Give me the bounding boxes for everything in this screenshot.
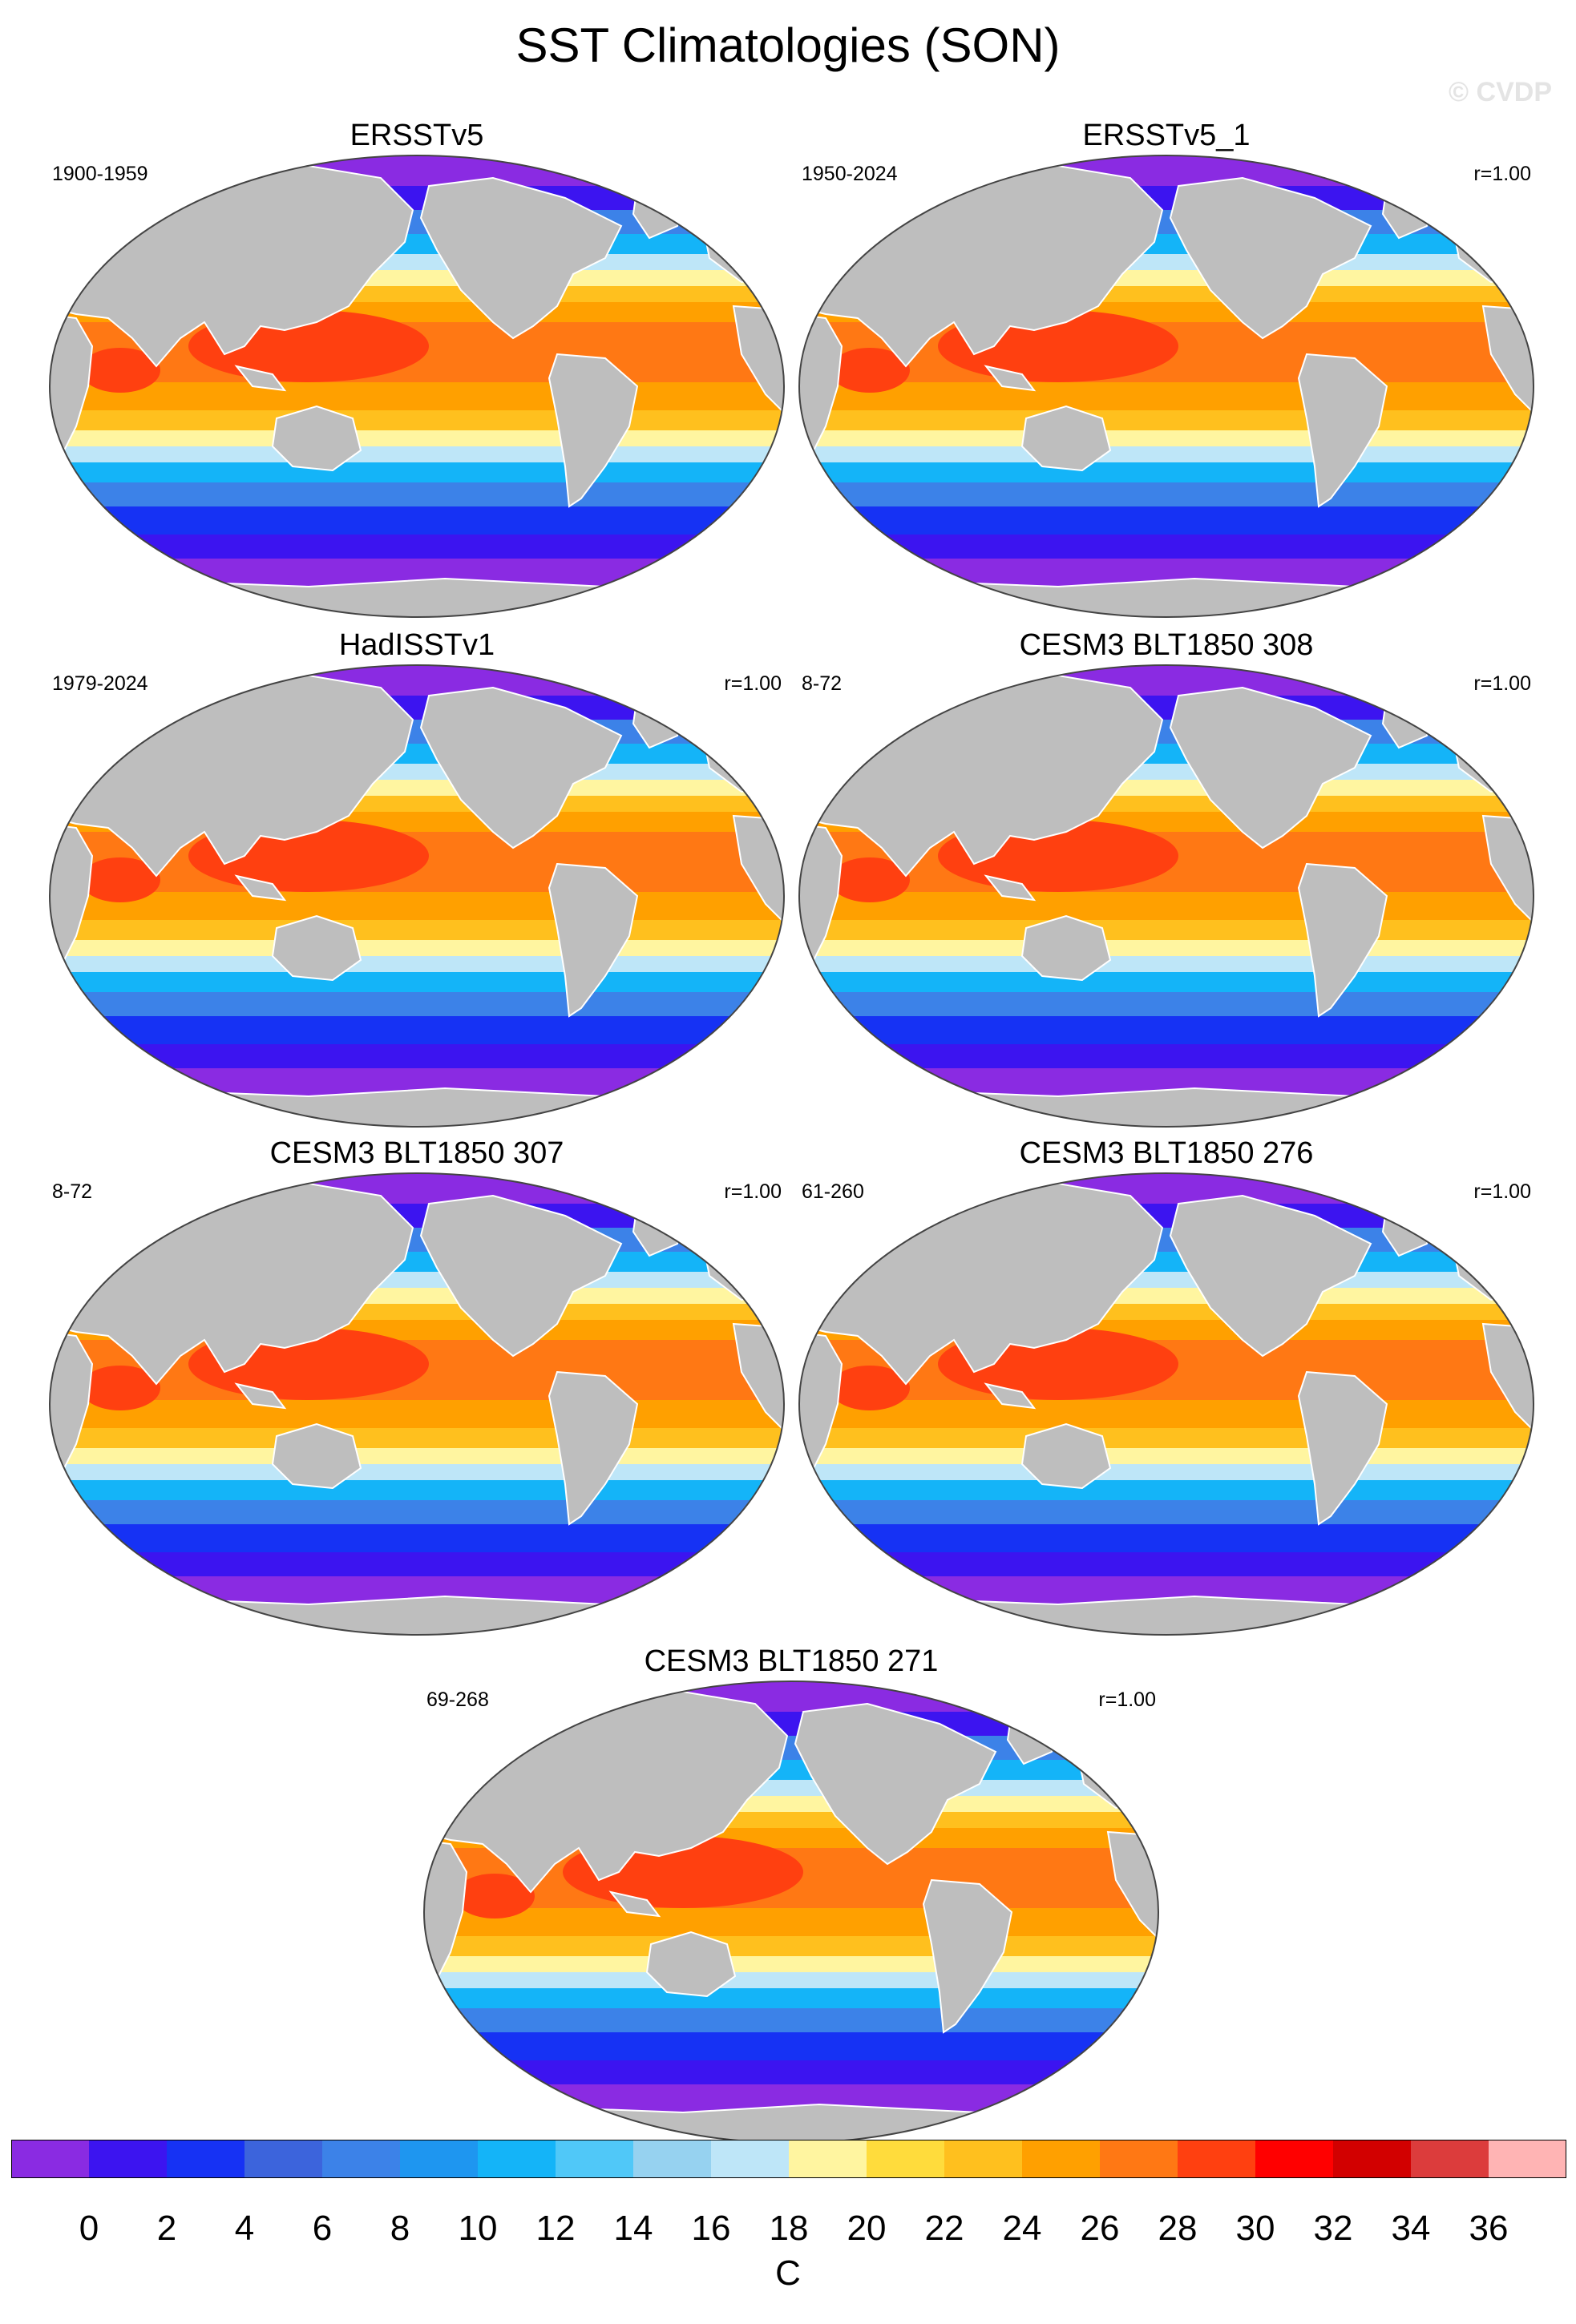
colorbar-swatch: [711, 2140, 789, 2178]
colorbar-tick-label: 28: [1146, 2209, 1210, 2249]
panel-title: ERSSTv5: [44, 119, 790, 153]
colorbar-swatch: [1489, 2140, 1566, 2178]
colorbar-swatch: [1022, 2140, 1100, 2178]
colorbar: [11, 2140, 1566, 2180]
colorbar-swatch: [11, 2140, 89, 2178]
colorbar-tick-label: 14: [601, 2209, 665, 2249]
map-panel-hadisstv1: HadISSTv1 1979-2024 r=1.00: [44, 628, 790, 1109]
colorbar-tick-label: 10: [446, 2209, 510, 2249]
colorbar-swatch: [400, 2140, 478, 2178]
sst-map: [44, 1172, 790, 1636]
colorbar-unit: C: [756, 2253, 820, 2294]
colorbar-swatch: [1178, 2140, 1255, 2178]
colorbar-tick-label: 18: [757, 2209, 821, 2249]
colorbar-swatch: [1411, 2140, 1489, 2178]
sst-map: [794, 154, 1539, 619]
colorbar-tick-label: 30: [1223, 2209, 1287, 2249]
colorbar-swatch: [1333, 2140, 1411, 2178]
colorbar-tick-label: 12: [523, 2209, 588, 2249]
colorbar-tick-label: 0: [57, 2209, 121, 2249]
map-panel-cesm3-276: CESM3 BLT1850 276 61-260 r=1.00: [794, 1136, 1539, 1617]
colorbar-swatch: [556, 2140, 633, 2178]
sst-map: [794, 1172, 1539, 1636]
colorbar-tick-label: 34: [1379, 2209, 1443, 2249]
colorbar-tick-label: 36: [1457, 2209, 1521, 2249]
panel-title: CESM3 BLT1850 276: [794, 1136, 1539, 1171]
panel-title: CESM3 BLT1850 271: [418, 1644, 1164, 1679]
sst-map: [794, 664, 1539, 1128]
colorbar-swatch: [167, 2140, 244, 2178]
map-panel-ersstv5-1: ERSSTv5_1 1950-2024 r=1.00: [794, 119, 1539, 599]
colorbar-swatch: [789, 2140, 867, 2178]
colorbar-tick-label: 20: [834, 2209, 899, 2249]
panel-title: ERSSTv5_1: [794, 119, 1539, 153]
colorbar-tick-label: 6: [290, 2209, 354, 2249]
colorbar-swatch: [244, 2140, 322, 2178]
colorbar-swatch: [1100, 2140, 1178, 2178]
panel-title: HadISSTv1: [44, 628, 790, 663]
map-panel-ersstv5: ERSSTv5 1900-1959: [44, 119, 790, 599]
colorbar-tick-label: 4: [212, 2209, 277, 2249]
colorbar-swatch: [867, 2140, 944, 2178]
colorbar-tick-label: 32: [1301, 2209, 1365, 2249]
colorbar-swatch: [478, 2140, 556, 2178]
colorbar-tick-label: 16: [679, 2209, 743, 2249]
panel-title: CESM3 BLT1850 307: [44, 1136, 790, 1171]
colorbar-tick-label: 8: [368, 2209, 432, 2249]
cvdp-watermark: © CVDP: [1449, 77, 1552, 108]
colorbar-swatch: [89, 2140, 167, 2178]
colorbar-swatch: [322, 2140, 400, 2178]
sst-map: [44, 154, 790, 619]
panel-title: CESM3 BLT1850 308: [794, 628, 1539, 663]
sst-map: [418, 1680, 1164, 2144]
map-panel-cesm3-271: CESM3 BLT1850 271 69-268 r=1.00: [418, 1644, 1164, 2125]
figure-title: SST Climatologies (SON): [0, 18, 1576, 73]
colorbar-tick-label: 26: [1068, 2209, 1132, 2249]
colorbar-tick-label: 2: [135, 2209, 199, 2249]
map-panel-cesm3-307: CESM3 BLT1850 307 8-72 r=1.00: [44, 1136, 790, 1617]
sst-map: [44, 664, 790, 1128]
map-panel-cesm3-308: CESM3 BLT1850 308 8-72 r=1.00: [794, 628, 1539, 1109]
colorbar-swatch: [1255, 2140, 1333, 2178]
colorbar-tick-label: 24: [990, 2209, 1054, 2249]
colorbar-swatch: [633, 2140, 711, 2178]
colorbar-swatch: [944, 2140, 1022, 2178]
colorbar-tick-label: 22: [912, 2209, 976, 2249]
